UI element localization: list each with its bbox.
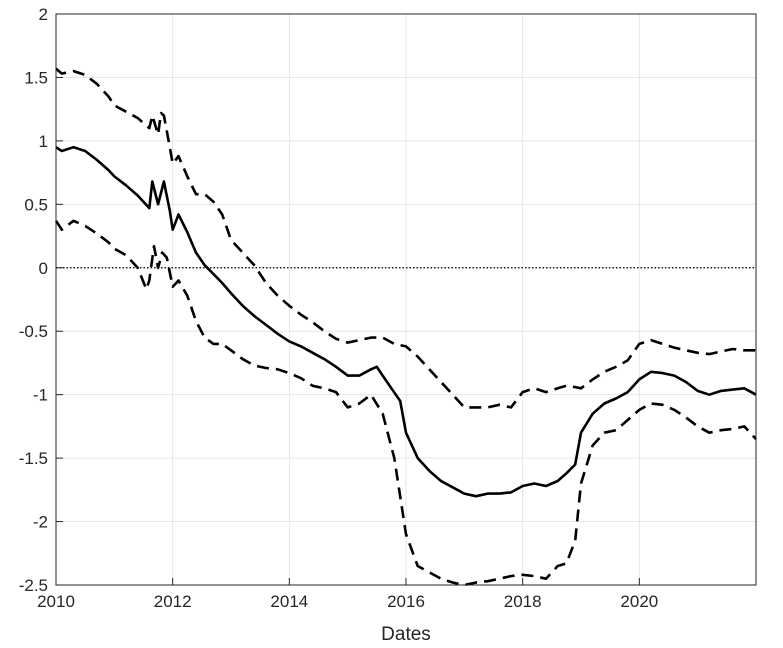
series-layer xyxy=(54,67,757,587)
x-tick-label: 2016 xyxy=(387,592,425,611)
x-tick-label: 2010 xyxy=(37,592,75,611)
y-tick-label: -2.5 xyxy=(19,576,48,595)
series-line-lower-band xyxy=(54,219,757,587)
y-tick-label: -1.5 xyxy=(19,449,48,468)
x-tick-label: 2020 xyxy=(620,592,658,611)
y-tick-label: 0.5 xyxy=(24,195,48,214)
x-tick-label: 2014 xyxy=(270,592,308,611)
y-axis-ticks: 2 1.5 1 0.5 0 -0.5 -1 -1.5 -2 -2.5 xyxy=(19,5,63,595)
y-tick-label: 0 xyxy=(39,259,48,278)
y-tick-label: -2 xyxy=(33,513,48,532)
y-tick-label: 2 xyxy=(39,5,48,24)
x-tick-label: 2012 xyxy=(154,592,192,611)
series-line-estimate xyxy=(55,145,757,498)
y-tick-label: 1 xyxy=(39,132,48,151)
x-tick-label: 2018 xyxy=(504,592,542,611)
y-tick-label: -1 xyxy=(33,386,48,405)
x-axis-ticks: 2010 2012 2014 2016 2018 2020 xyxy=(37,578,658,611)
y-tick-label: -0.5 xyxy=(19,322,48,341)
y-tick-label: 1.5 xyxy=(24,68,48,87)
x-axis-label: Dates xyxy=(381,624,431,645)
series-line-upper-band xyxy=(55,67,756,409)
